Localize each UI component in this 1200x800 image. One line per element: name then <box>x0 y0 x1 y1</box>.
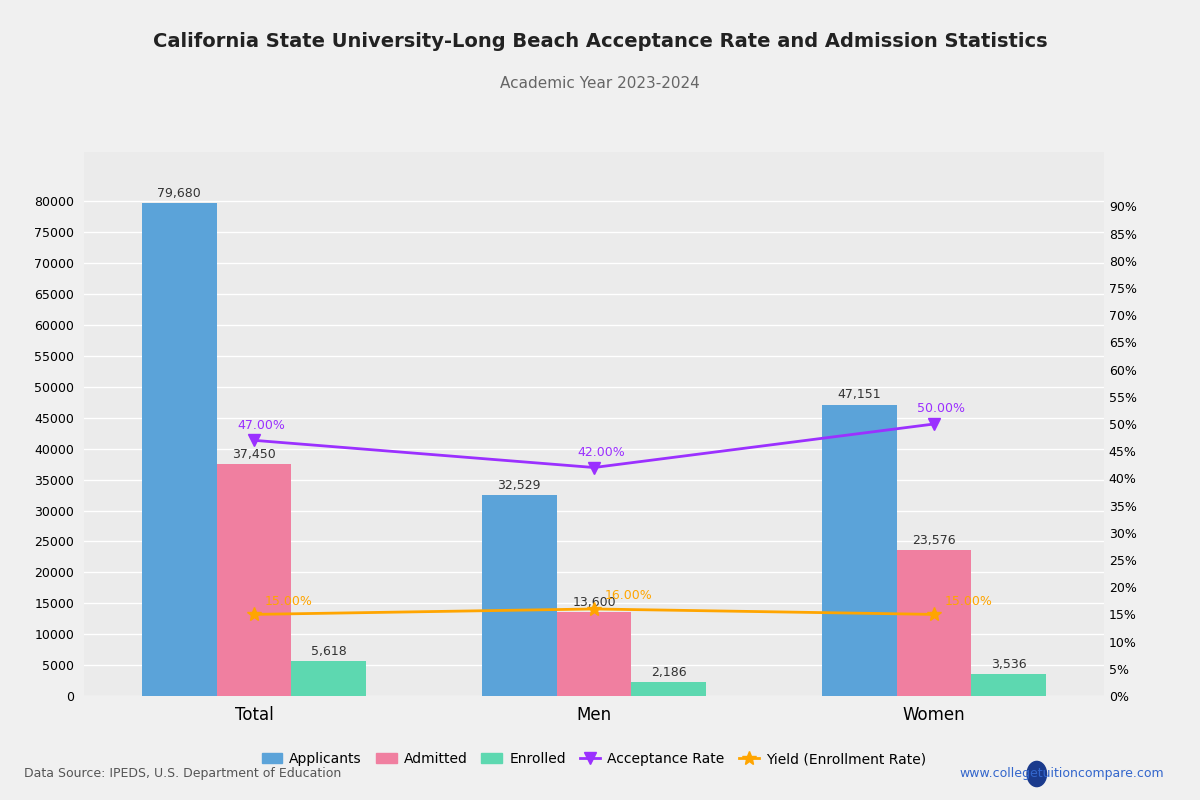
Text: 42.00%: 42.00% <box>577 446 625 459</box>
Circle shape <box>1027 762 1046 786</box>
Bar <box>292 662 366 696</box>
Bar <box>896 550 972 696</box>
Text: 15.00%: 15.00% <box>944 595 992 608</box>
Bar <box>631 682 706 696</box>
Bar <box>482 495 557 696</box>
Text: 2,186: 2,186 <box>650 666 686 679</box>
Text: 23,576: 23,576 <box>912 534 956 547</box>
Text: 47.00%: 47.00% <box>238 418 284 432</box>
Text: www.collegetuitioncompare.com: www.collegetuitioncompare.com <box>959 767 1164 780</box>
Text: 15.00%: 15.00% <box>264 595 312 608</box>
Bar <box>142 203 217 696</box>
Bar <box>557 612 631 696</box>
Text: 32,529: 32,529 <box>498 479 541 492</box>
Text: 5,618: 5,618 <box>311 645 347 658</box>
Text: 3,536: 3,536 <box>991 658 1027 671</box>
Bar <box>972 674 1046 696</box>
Bar <box>217 465 292 696</box>
Text: Academic Year 2023-2024: Academic Year 2023-2024 <box>500 76 700 91</box>
Text: 37,450: 37,450 <box>232 448 276 462</box>
Text: 13,600: 13,600 <box>572 596 616 609</box>
Text: 16.00%: 16.00% <box>605 590 652 602</box>
Legend: Applicants, Admitted, Enrolled, Acceptance Rate, Yield (Enrollment Rate): Applicants, Admitted, Enrolled, Acceptan… <box>256 746 932 771</box>
Text: 47,151: 47,151 <box>838 389 881 402</box>
Text: Data Source: IPEDS, U.S. Department of Education: Data Source: IPEDS, U.S. Department of E… <box>24 767 341 780</box>
Text: 50.00%: 50.00% <box>917 402 965 415</box>
Text: California State University-Long Beach Acceptance Rate and Admission Statistics: California State University-Long Beach A… <box>152 32 1048 51</box>
Bar <box>822 405 896 696</box>
Text: 79,680: 79,680 <box>157 187 202 200</box>
